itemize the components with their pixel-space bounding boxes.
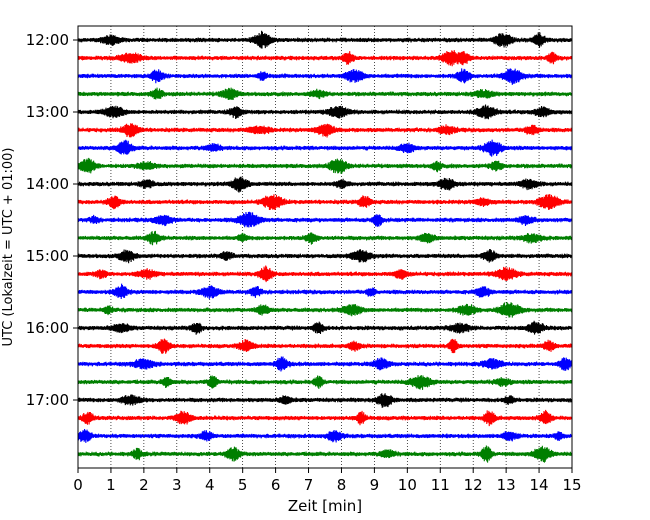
x-tick-label: 1 bbox=[106, 476, 116, 494]
x-tick-label: 2 bbox=[139, 476, 149, 494]
trace-1400 bbox=[77, 176, 573, 193]
y-tick-label: 14:00 bbox=[26, 175, 69, 193]
x-axis-ticks: 0 1 2 3 4 5 6 7 8 9 10 11 12 13 14 15 bbox=[73, 468, 582, 494]
trace-1215 bbox=[77, 50, 573, 67]
x-axis-label: Zeit [min] bbox=[288, 497, 362, 515]
x-tick-label: 4 bbox=[205, 476, 215, 494]
trace-1300 bbox=[77, 104, 573, 120]
trace-1545 bbox=[77, 302, 573, 318]
trace-1245 bbox=[77, 87, 573, 101]
x-tick-label: 8 bbox=[337, 476, 347, 494]
y-tick-label: 12:00 bbox=[26, 31, 69, 49]
y-tick-label: 17:00 bbox=[26, 391, 69, 409]
x-tick-label: 15 bbox=[562, 476, 581, 494]
y-tick-label: 13:00 bbox=[26, 103, 69, 121]
trace-1630 bbox=[77, 356, 573, 372]
x-tick-label: 12 bbox=[464, 476, 483, 494]
x-tick-label: 13 bbox=[497, 476, 516, 494]
trace-1345 bbox=[77, 157, 573, 174]
x-tick-label: 7 bbox=[304, 476, 314, 494]
trace-1430 bbox=[77, 211, 573, 228]
trace-1645 bbox=[77, 375, 573, 390]
trace-1745 bbox=[77, 445, 573, 463]
plot-frame bbox=[77, 25, 573, 469]
trace-1730 bbox=[77, 429, 573, 443]
trace-1500 bbox=[77, 249, 573, 264]
x-tick-label: 6 bbox=[271, 476, 281, 494]
x-tick-label: 14 bbox=[530, 476, 549, 494]
trace-1700 bbox=[77, 393, 573, 408]
y-tick-label: 15:00 bbox=[26, 247, 69, 265]
trace-1200 bbox=[77, 30, 573, 49]
trace-1445 bbox=[77, 230, 573, 246]
x-tick-label: 10 bbox=[398, 476, 417, 494]
trace-1315 bbox=[77, 123, 573, 138]
trace-1715 bbox=[77, 409, 573, 427]
x-tick-label: 5 bbox=[238, 476, 248, 494]
x-tick-label: 0 bbox=[73, 476, 83, 494]
y-axis-ticks: 12:00 13:00 14:00 15:00 16:00 17:00 bbox=[26, 31, 78, 409]
y-tick-label: 16:00 bbox=[26, 319, 69, 337]
trace-1230 bbox=[77, 68, 573, 85]
trace-1515 bbox=[77, 265, 573, 283]
trace-1415 bbox=[77, 194, 573, 210]
x-tick-label: 9 bbox=[370, 476, 380, 494]
trace-1530 bbox=[77, 283, 573, 300]
trace-1330 bbox=[77, 139, 573, 157]
trace-1600 bbox=[77, 320, 573, 335]
y-axis-label: UTC (Lokalzeit = UTC + 01:00) bbox=[1, 148, 16, 347]
seismic-traces bbox=[77, 30, 573, 463]
x-tick-label: 11 bbox=[431, 476, 450, 494]
trace-1615 bbox=[77, 338, 573, 354]
x-tick-label: 3 bbox=[172, 476, 182, 494]
